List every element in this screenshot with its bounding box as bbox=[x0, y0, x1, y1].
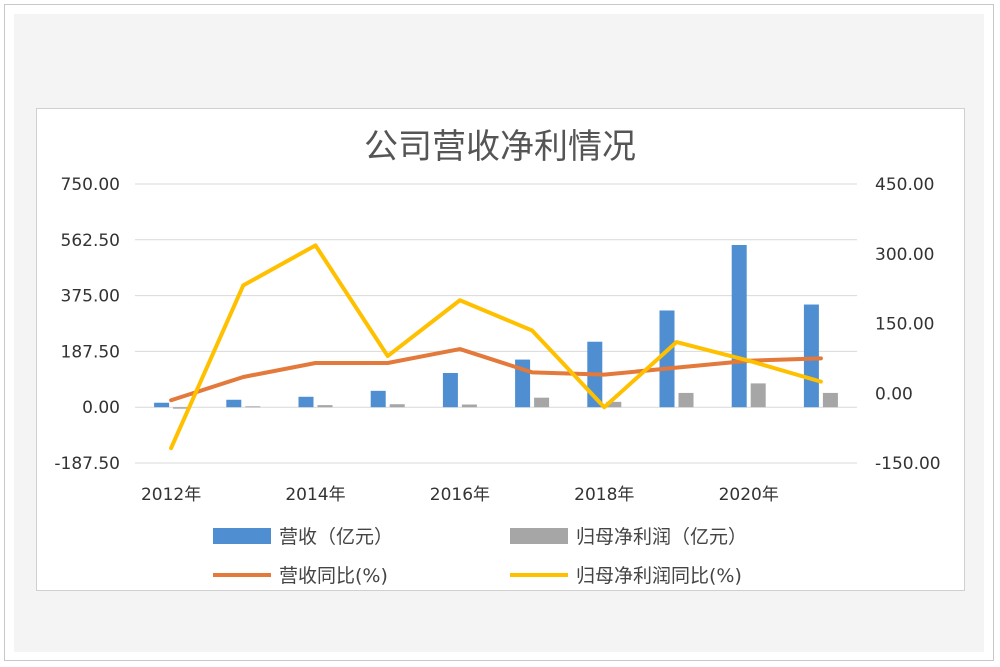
tick-labels: 750.00 562.50 375.00 187.50 0.00 -187.50 450.0… bbox=[54, 175, 940, 505]
legend-label: 营收同比(%) bbox=[279, 565, 388, 587]
revenue-bar bbox=[226, 399, 242, 408]
net-profit-bar bbox=[606, 401, 622, 408]
y-right-tick-label: 450.00 bbox=[875, 175, 934, 195]
revenue-bar bbox=[298, 396, 314, 408]
y-right-tick-label: -150.00 bbox=[875, 454, 941, 474]
net-profit-bar bbox=[461, 404, 477, 408]
revenue-bar bbox=[659, 310, 675, 408]
y-left-tick-label: 562.50 bbox=[61, 231, 120, 251]
revenue-yoy-line bbox=[169, 347, 823, 403]
net-profit-bar bbox=[245, 406, 261, 408]
net-profit-yoy-line bbox=[169, 243, 823, 451]
line-series bbox=[169, 243, 823, 451]
legend-label: 归母净利润同比(%) bbox=[576, 565, 742, 587]
net-profit-bar bbox=[750, 383, 766, 408]
y-right-tick-label: 150.00 bbox=[875, 315, 934, 335]
y-left-tick-label: 187.50 bbox=[61, 342, 120, 362]
legend-swatch bbox=[510, 528, 568, 544]
net-profit-bar bbox=[678, 392, 694, 408]
net-profit-bar bbox=[173, 407, 189, 409]
net-profit-bar bbox=[317, 405, 333, 408]
revenue-bar bbox=[154, 402, 170, 408]
bar-marks bbox=[154, 245, 838, 409]
revenue-bar bbox=[803, 304, 819, 408]
legend-label: 归母净利润（亿元） bbox=[576, 526, 747, 548]
chart-title: 公司营收净利情况 bbox=[364, 127, 636, 167]
x-tick-label: 2020年 bbox=[719, 485, 779, 505]
y-right-tick-label: 0.00 bbox=[875, 384, 913, 404]
y-left-tick-label: -187.50 bbox=[54, 454, 120, 474]
legend: 营收（亿元） 归母净利润（亿元） 营收同比(%) 归母净利润同比(%) bbox=[213, 526, 747, 587]
legend-swatch bbox=[213, 528, 271, 544]
revenue-bar bbox=[731, 245, 747, 408]
legend-label: 营收（亿元） bbox=[279, 526, 393, 548]
revenue-bar bbox=[370, 390, 386, 408]
x-tick-label: 2014年 bbox=[285, 485, 345, 505]
y-left-tick-label: 0.00 bbox=[82, 398, 120, 418]
net-profit-bar bbox=[389, 404, 405, 408]
net-profit-bar bbox=[534, 397, 550, 408]
y-right-tick-label: 300.00 bbox=[875, 245, 934, 265]
x-tick-label: 2018年 bbox=[574, 485, 634, 505]
gridlines bbox=[135, 183, 857, 464]
net-profit-bar bbox=[822, 392, 838, 408]
revenue-bar bbox=[442, 372, 458, 408]
x-tick-label: 2012年 bbox=[141, 485, 201, 505]
y-left-tick-label: 750.00 bbox=[61, 175, 120, 195]
x-tick-label: 2016年 bbox=[430, 485, 490, 505]
y-left-tick-label: 375.00 bbox=[61, 287, 120, 307]
